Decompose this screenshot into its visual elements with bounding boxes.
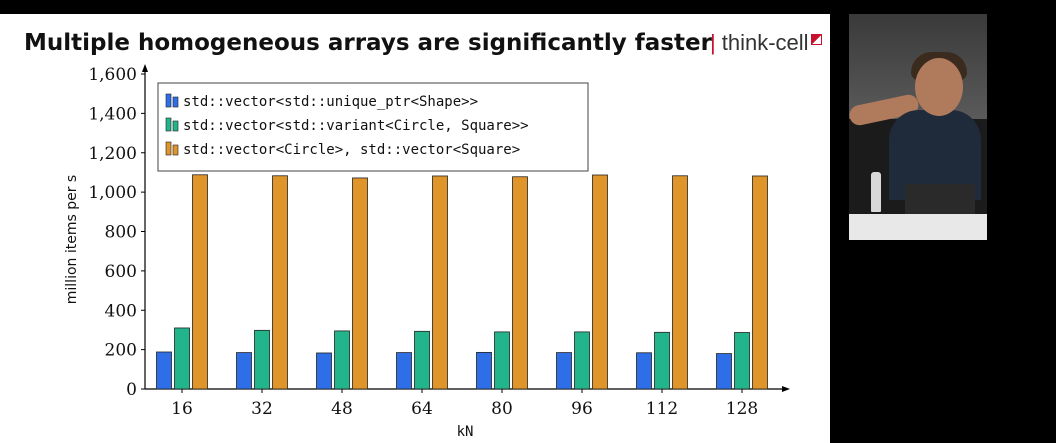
bar-series1 bbox=[396, 352, 412, 390]
brand-bar: | bbox=[710, 30, 716, 55]
legend-box bbox=[157, 82, 589, 172]
x-tick-label: 112 bbox=[646, 399, 678, 419]
bar-series2 bbox=[174, 327, 190, 390]
y-tick-label: 1,000 bbox=[88, 183, 137, 203]
brand-text: think-cell bbox=[721, 30, 809, 55]
speaker-video bbox=[849, 14, 987, 240]
bar-series3 bbox=[432, 175, 448, 390]
x-tick-label: 48 bbox=[331, 399, 353, 419]
legend-swatch bbox=[172, 144, 179, 156]
legend-entry: std::vector<std::unique_ptr<Shape>> bbox=[183, 94, 478, 110]
bar-series3 bbox=[672, 175, 688, 390]
y-tick-label: 400 bbox=[105, 301, 137, 321]
lectern bbox=[905, 184, 975, 214]
bar-series2 bbox=[254, 329, 270, 390]
bar-series1 bbox=[236, 352, 252, 390]
bar-series2 bbox=[654, 331, 670, 390]
speaker-head bbox=[915, 58, 963, 116]
x-tick-label: 64 bbox=[411, 399, 433, 419]
slide-title: Multiple homogeneous arrays are signific… bbox=[24, 30, 712, 56]
x-tick-label: 96 bbox=[571, 399, 593, 419]
y-tick-label: 600 bbox=[105, 262, 137, 282]
bar-series2 bbox=[334, 330, 350, 390]
y-tick-label: 1,600 bbox=[88, 65, 137, 85]
bar-series1 bbox=[476, 351, 492, 390]
legend-swatch bbox=[165, 141, 172, 156]
legend-swatch bbox=[172, 96, 179, 108]
bar-series1 bbox=[636, 352, 652, 390]
legend-swatch bbox=[172, 120, 179, 132]
x-tick-label: 16 bbox=[171, 399, 193, 419]
y-tick-label: 200 bbox=[105, 341, 137, 361]
bar-series1 bbox=[156, 351, 172, 390]
legend-entry: std::vector<Circle>, std::vector<Square> bbox=[183, 142, 520, 158]
legend-swatch bbox=[165, 93, 172, 108]
bar-series3 bbox=[192, 174, 208, 390]
y-axis-label: million items per s bbox=[64, 175, 80, 304]
brand-mark-icon bbox=[810, 34, 822, 45]
y-tick-label: 1,400 bbox=[88, 104, 137, 124]
desk bbox=[849, 214, 987, 240]
bar-series1 bbox=[716, 353, 732, 390]
legend-swatch bbox=[165, 117, 172, 132]
bar-series1 bbox=[316, 352, 332, 390]
bar-chart: 0 200 400 600 800 1,000 1,200 1,400 1,600 million… bbox=[64, 64, 790, 440]
bar-series2 bbox=[414, 330, 430, 390]
x-tick-label: 80 bbox=[491, 399, 513, 419]
bar-series3 bbox=[352, 177, 368, 390]
bar-series2 bbox=[574, 331, 590, 390]
bar-series3 bbox=[752, 175, 768, 390]
y-tick-label: 0 bbox=[126, 380, 137, 400]
x-axis-arrow-icon bbox=[782, 386, 790, 392]
bar-series3 bbox=[272, 175, 288, 390]
brand-logo: | think-cell bbox=[710, 30, 822, 56]
x-tick-label: 32 bbox=[251, 399, 273, 419]
slide: Multiple homogeneous arrays are signific… bbox=[0, 14, 830, 443]
y-tick-label: 1,200 bbox=[88, 144, 137, 164]
water-bottle bbox=[871, 172, 881, 212]
bar-series3 bbox=[592, 174, 608, 390]
bar-series2 bbox=[734, 332, 750, 390]
bar-series3 bbox=[512, 176, 528, 390]
bar-series1 bbox=[556, 352, 572, 390]
x-axis-label: kN bbox=[457, 424, 474, 440]
bar-series2 bbox=[494, 331, 510, 390]
y-tick-label: 800 bbox=[105, 223, 137, 243]
y-axis-arrow-icon bbox=[142, 64, 148, 72]
x-tick-label: 128 bbox=[726, 399, 758, 419]
legend-entry: std::vector<std::variant<Circle, Square>… bbox=[183, 118, 529, 134]
